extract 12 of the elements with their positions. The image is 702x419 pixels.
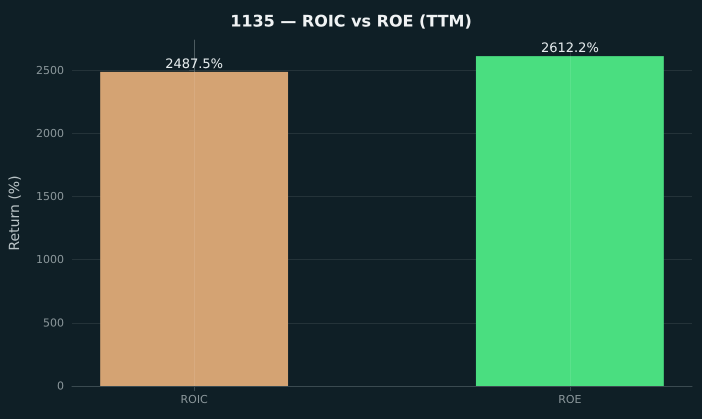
data-label: 2487.5% [165,56,224,72]
y-tick-label: 2000 [36,126,64,140]
y-tick-label: 2500 [36,64,64,77]
y-axis-title: Return (%) [7,175,23,251]
y-tick-label: 1000 [36,253,64,266]
y-tick-label: 0 [57,380,64,392]
y-tick-label: 1500 [36,190,64,204]
y-tick-label: 500 [43,316,64,330]
x-tick-label: ROE [558,393,582,406]
chart-title: 1135 — ROIC vs ROE (TTM) [230,12,472,30]
data-label: 2612.2% [540,41,599,56]
x-tick-label: ROIC [180,393,208,406]
